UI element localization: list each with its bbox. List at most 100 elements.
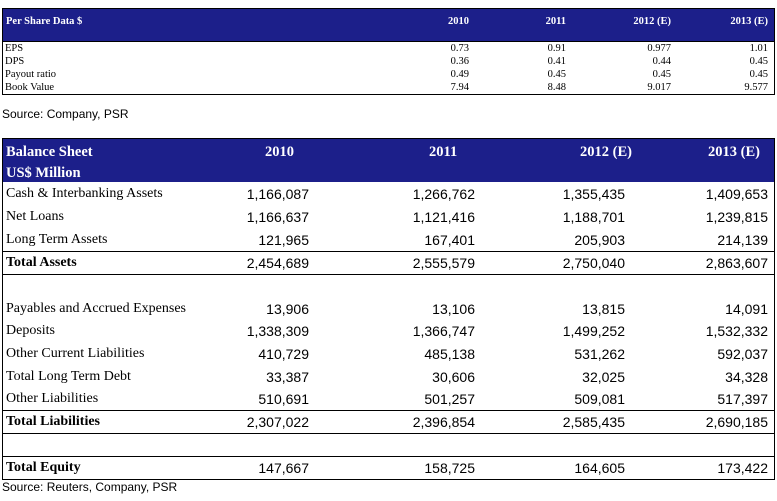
table-row: Payout ratio 0.49 0.45 0.45 0.45 (3, 68, 774, 81)
col-2010: 2010 (448, 16, 469, 27)
cell: 2,555,579 (412, 255, 475, 271)
cell: 0.45 (547, 69, 566, 80)
cell: 1,355,435 (562, 186, 625, 202)
col-2013e: 2013 (E) (708, 144, 760, 160)
cell: 2,750,040 (562, 255, 625, 271)
cell: 13,906 (266, 301, 309, 317)
row-label: Payout ratio (5, 69, 57, 80)
cell: 0.41 (547, 56, 566, 67)
cell: 13,815 (582, 301, 625, 317)
table-row: Long Term Assets 121,965 167,401 205,903… (3, 229, 774, 252)
cell: 167,401 (424, 232, 475, 248)
balance-sheet-table: Balance Sheet US$ Million 2010 2011 2012… (2, 138, 775, 480)
cell: 510,691 (258, 391, 309, 407)
balance-sheet-header: Balance Sheet US$ Million 2010 2011 2012… (3, 139, 774, 182)
table-row-total: Total Liabilities 2,307,022 2,396,854 2,… (3, 411, 774, 434)
cell: 34,328 (725, 369, 768, 385)
cell: 8.48 (547, 82, 566, 93)
cell: 2,690,185 (705, 414, 768, 430)
col-2011: 2011 (429, 144, 458, 160)
cell: 1,166,087 (246, 186, 309, 202)
per-share-title: Per Share Data $ (6, 16, 83, 27)
row-label: Total Long Term Debt (6, 369, 131, 384)
cell: 1,188,701 (562, 209, 625, 225)
row-label: Other Liabilities (6, 391, 99, 406)
cell: 0.91 (547, 43, 566, 54)
cell: 2,307,022 (246, 414, 309, 430)
cell: 13,106 (432, 301, 475, 317)
cell: 1,409,653 (705, 186, 768, 202)
cell: 205,903 (574, 232, 625, 248)
table-row: Total Long Term Debt 33,387 30,606 32,02… (3, 366, 774, 388)
cell: 0.977 (647, 43, 671, 54)
cell: 30,606 (432, 369, 475, 385)
cell: 410,729 (258, 346, 309, 362)
col-2010: 2010 (265, 144, 294, 160)
col-2013e: 2013 (E) (730, 16, 768, 27)
table-row: DPS 0.36 0.41 0.44 0.45 (3, 55, 774, 68)
per-share-header: Per Share Data $ 2010 2011 2012 (E) 2013… (3, 9, 774, 42)
col-2012e: 2012 (E) (580, 144, 632, 160)
cell: 121,965 (258, 232, 309, 248)
row-label: Book Value (5, 82, 55, 93)
table-row: Book Value 7.94 8.48 9.017 9.577 (3, 81, 774, 94)
cell: 1,266,762 (412, 186, 475, 202)
row-label: Total Assets (6, 255, 77, 270)
row-label: Payables and Accrued Expenses (6, 301, 186, 316)
cell: 2,585,435 (562, 414, 625, 430)
row-label: EPS (5, 43, 24, 54)
cell: 14,091 (725, 301, 768, 317)
cell: 2,396,854 (412, 414, 475, 430)
per-share-table: Per Share Data $ 2010 2011 2012 (E) 2013… (2, 8, 775, 95)
row-label: Other Current Liabilities (6, 346, 145, 361)
table-row: Net Loans 1,166,637 1,121,416 1,188,701 … (3, 206, 774, 228)
cell: 9.577 (744, 82, 768, 93)
cell: 531,262 (574, 346, 625, 362)
cell: 0.44 (652, 56, 671, 67)
cell: 1,338,309 (246, 323, 309, 339)
cell: 485,138 (424, 346, 475, 362)
table-row: Other Current Liabilities 410,729 485,13… (3, 343, 774, 365)
row-label: Long Term Assets (6, 232, 108, 247)
row-label: Cash & Interbanking Assets (6, 186, 163, 201)
table-row: EPS 0.73 0.91 0.977 1.01 (3, 42, 774, 55)
cell: 158,725 (424, 460, 475, 476)
cell: 7.94 (450, 82, 469, 93)
table-row-total: Total Equity 147,667 158,725 164,605 173… (3, 456, 774, 479)
row-label: Total Equity (6, 460, 81, 475)
row-label: Deposits (6, 323, 55, 338)
cell: 147,667 (258, 460, 309, 476)
cell: 1,166,637 (246, 209, 309, 225)
cell: 1,239,815 (705, 209, 768, 225)
table-row: Cash & Interbanking Assets 1,166,087 1,2… (3, 183, 774, 205)
table-row: Payables and Accrued Expenses 13,906 13,… (3, 298, 774, 320)
table-row-total: Total Assets 2,454,689 2,555,579 2,750,0… (3, 252, 774, 275)
cell: 173,422 (717, 460, 768, 476)
cell: 1,121,416 (412, 209, 475, 225)
cell: 0.73 (450, 43, 469, 54)
per-share-source: Source: Company, PSR (2, 107, 129, 121)
cell: 1,366,747 (412, 323, 475, 339)
cell: 32,025 (582, 369, 625, 385)
col-2011: 2011 (545, 16, 566, 27)
cell: 164,605 (574, 460, 625, 476)
balance-sheet-title: Balance Sheet (6, 144, 93, 160)
cell: 2,454,689 (246, 255, 309, 271)
row-label: Total Liabilities (6, 414, 101, 429)
table-row: Other Liabilities 510,691 501,257 509,08… (3, 388, 774, 411)
cell: 501,257 (424, 391, 475, 407)
col-2012e: 2012 (E) (633, 16, 671, 27)
table-row: Deposits 1,338,309 1,366,747 1,499,252 1… (3, 320, 774, 342)
cell: 33,387 (266, 369, 309, 385)
balance-sheet-source: Source: Reuters, Company, PSR (2, 480, 178, 494)
cell: 517,397 (717, 391, 768, 407)
cell: 592,037 (717, 346, 768, 362)
cell: 0.45 (652, 69, 671, 80)
balance-sheet-unit: US$ Million (6, 165, 81, 181)
cell: 0.36 (450, 56, 469, 67)
cell: 1.01 (749, 43, 768, 54)
cell: 1,532,332 (705, 323, 768, 339)
row-label: DPS (5, 56, 25, 67)
cell: 2,863,607 (705, 255, 768, 271)
row-label: Net Loans (6, 209, 64, 224)
